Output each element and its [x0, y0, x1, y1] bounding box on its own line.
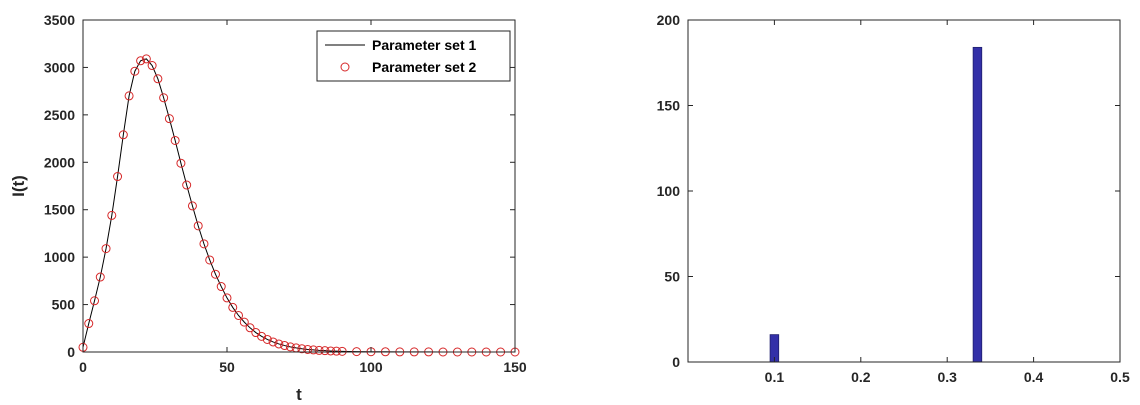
chart-1-x-axis-label: t [296, 385, 302, 404]
series-2-marker [176, 158, 186, 168]
series-2-marker [297, 344, 307, 354]
series-2-marker [222, 293, 232, 303]
series-2-marker [164, 114, 174, 124]
chart-1-y-tick-label: 500 [52, 297, 76, 313]
series-2-marker [268, 337, 278, 347]
chart-1-y-tick-label: 3500 [44, 12, 75, 28]
series-2-marker [274, 339, 284, 349]
legend-entry-1: Parameter set 1 [372, 37, 477, 53]
legend-circle-swatch [340, 62, 350, 72]
series-2-marker [245, 323, 255, 333]
chart-2-x-tick-label: 0.1 [765, 369, 785, 385]
series-2-marker [159, 93, 169, 103]
series-2-marker [187, 201, 197, 211]
chart-2-y-tick-label: 200 [657, 12, 681, 28]
legend-box [316, 30, 511, 82]
chart-1-x-tick-label: 150 [503, 359, 527, 375]
series-2-marker [136, 56, 146, 66]
chart-2-x-tick-label: 0.5 [1110, 369, 1130, 385]
legend-entry-2: Parameter set 2 [372, 59, 477, 75]
series-2-marker [124, 91, 134, 101]
series-2-marker [337, 346, 347, 356]
series-2-marker [303, 344, 313, 354]
series-2-marker [107, 210, 117, 220]
chart-1-y-tick-label: 3000 [44, 59, 75, 75]
series-2-marker [285, 342, 295, 352]
series-1-line [82, 58, 515, 353]
series-2-marker [90, 296, 100, 306]
chart-1-y-tick-label: 1500 [44, 202, 75, 218]
chart-2-axes-frame [687, 19, 1121, 363]
chart-1-x-tick-label: 0 [79, 359, 87, 375]
chart-2-histogram: 0.1 0.2 0.3 0.4 0.5 0 50 100 150 200 [657, 12, 1130, 385]
series-2-marker [95, 272, 105, 282]
chart-1-y-tick-label: 2000 [44, 154, 75, 170]
chart-2-y-tick-label: 0 [672, 354, 680, 370]
series-2-marker [228, 302, 238, 312]
chart-1-y-tick-label: 0 [67, 344, 75, 360]
series-2-marker [182, 180, 192, 190]
chart-1-y-axis-label: I(t) [9, 175, 28, 197]
series-2-marker [199, 239, 209, 249]
chart-1-data-marks [78, 54, 520, 357]
series-2-marker [257, 331, 267, 341]
series-2-marker [239, 317, 249, 327]
chart-2-y-tick-label: 150 [657, 98, 681, 114]
chart-1-x-tick-label: 50 [219, 359, 235, 375]
series-2-marker [308, 345, 318, 355]
series-2-marker [326, 346, 336, 356]
chart-1-y-tick-label: 1000 [44, 249, 75, 265]
chart-2-x-tick-label: 0.3 [937, 369, 957, 385]
series-2-marker [84, 319, 94, 329]
series-2-marker [130, 66, 140, 76]
series-2-marker [314, 345, 324, 355]
chart-2-x-tick-label: 0.4 [1024, 369, 1044, 385]
chart-2-ticks: 0.1 0.2 0.3 0.4 0.5 0 50 100 150 200 [657, 12, 1130, 385]
series-2-marker [101, 244, 111, 254]
series-2-marker [210, 269, 220, 279]
series-2-marker [153, 74, 163, 84]
chart-2-y-tick-label: 50 [664, 269, 680, 285]
chart-2-y-tick-label: 100 [657, 183, 681, 199]
chart-1-axes-frame [82, 19, 516, 353]
series-2-marker [113, 172, 123, 182]
series-2-marker [118, 130, 128, 140]
series-2-marker [331, 346, 341, 356]
series-2-marker [320, 346, 330, 356]
series-2-marker [280, 341, 290, 351]
histogram-bar [972, 46, 983, 363]
series-2-marker [193, 221, 203, 231]
chart-1-x-tick-label: 100 [359, 359, 383, 375]
series-2-marker [262, 334, 272, 344]
series-2-marker [147, 61, 157, 71]
chart-2-x-tick-label: 0.2 [851, 369, 871, 385]
chart-2-bars [769, 46, 983, 363]
series-2-marker [205, 255, 215, 265]
chart-1-y-tick-label: 2500 [44, 107, 75, 123]
series-2-marker [234, 310, 244, 320]
series-2-marker [216, 282, 226, 292]
series-2-marker [141, 54, 151, 64]
chart-1-legend: Parameter set 1 Parameter set 2 [316, 30, 511, 82]
series-2-marker [170, 135, 180, 145]
